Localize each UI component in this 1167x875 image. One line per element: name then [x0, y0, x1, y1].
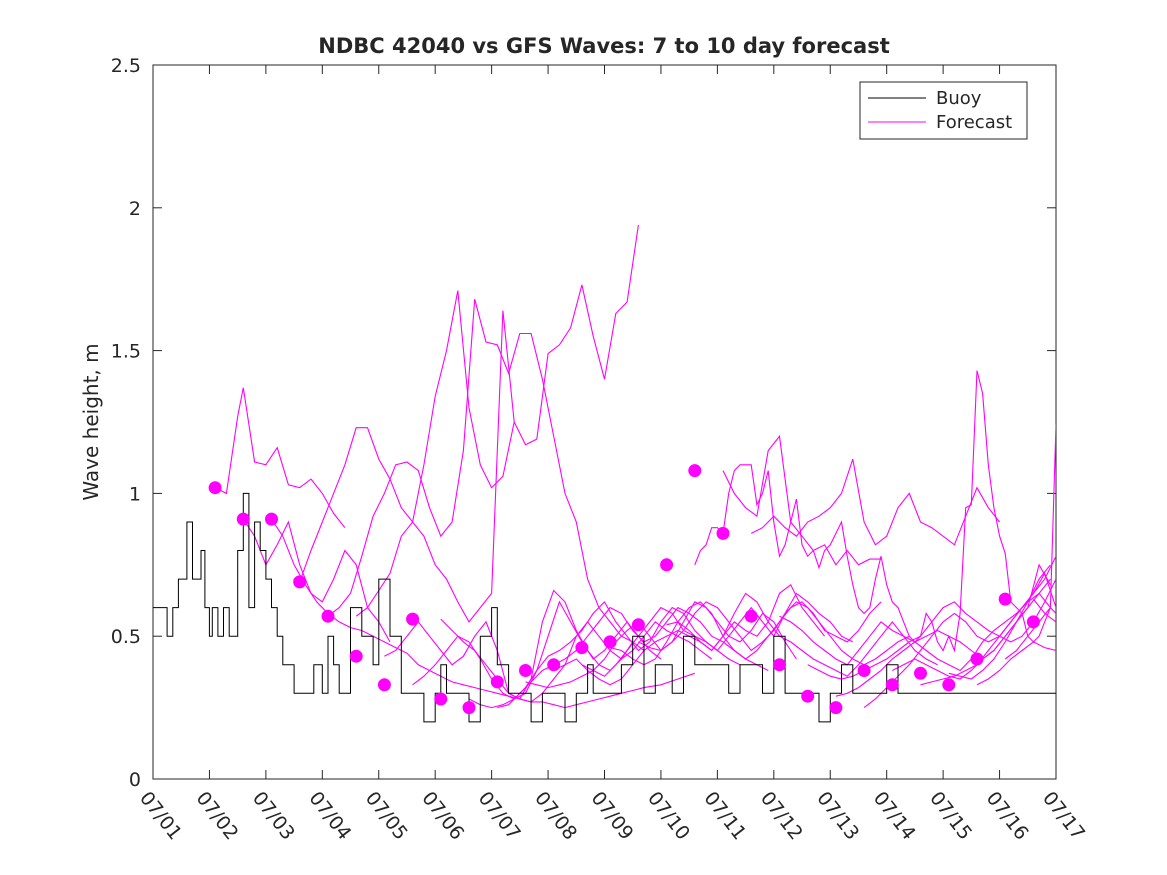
legend-box: [859, 81, 1028, 140]
forecast-run-line-30: [1032, 598, 1056, 623]
y-tick-label: 1: [129, 483, 141, 505]
forecast-start-marker: [688, 464, 702, 478]
forecast-start-marker: [349, 649, 363, 663]
forecast-run-line-17: [666, 592, 938, 677]
forecast-start-marker: [519, 664, 532, 677]
forecast-run-line-15: [609, 601, 882, 666]
y-tick-label: 2: [129, 198, 141, 220]
forecast-start-marker: [744, 609, 758, 623]
forecast-run-line-11: [497, 606, 769, 709]
forecast-start-marker: [377, 678, 391, 692]
data-layer: [153, 224, 1056, 723]
forecast-run-line-6: [355, 224, 639, 623]
forecast-start-marker: [236, 512, 250, 526]
forecast-start-marker: [998, 592, 1012, 606]
forecast-start-marker: [406, 612, 420, 626]
forecast-start-marker: [293, 575, 307, 589]
forecast-start-marker: [857, 664, 871, 677]
y-tick-label: 0.5: [111, 626, 141, 648]
forecast-run-line-22: [807, 578, 1056, 680]
forecast-run-line-4: [299, 290, 515, 583]
forecast-start-marker: [490, 675, 504, 689]
forecast-start-marker: [914, 666, 927, 680]
forecast-start-marker: [1026, 615, 1040, 629]
forecast-start-marker: [942, 678, 956, 692]
y-tick-label: 1.5: [111, 341, 141, 363]
forecast-run-line-14: [581, 592, 854, 677]
forecast-run-line-19: [722, 434, 881, 566]
forecast-run-line-1: [214, 387, 346, 529]
forecast-start-marker: [575, 641, 589, 655]
forecast-start-marker: [829, 701, 843, 715]
forecast-start-marker: [631, 618, 645, 632]
forecast-run-line-25: [892, 563, 1051, 680]
forecast-run-line-29: [1004, 606, 1056, 660]
forecast-run-line-28: [976, 641, 1056, 686]
y-tick-label: 2.5: [111, 55, 141, 77]
chart-title: NDBC 42040 vs GFS Waves: 7 to 10 day for…: [318, 34, 889, 58]
forecast-run-line-2: [242, 518, 391, 643]
forecast-start-marker: [603, 635, 617, 649]
forecast-run-line-20: [750, 458, 1001, 546]
forecast-start-marker: [462, 701, 476, 715]
legend-label-buoy: Buoy: [936, 88, 982, 109]
forecast-start-marker: [773, 658, 786, 672]
forecast-start-marker: [885, 678, 899, 692]
y-axis-label: Wave height, m: [79, 343, 103, 500]
legend: Buoy Forecast: [859, 81, 1028, 140]
forecast-start-marker: [208, 481, 222, 495]
forecast-start-marker: [434, 692, 448, 706]
forecast-start-marker: [660, 558, 674, 572]
y-tick-label: 0: [129, 769, 141, 791]
forecast-run-line-26: [920, 555, 1056, 686]
forecast-start-marker: [321, 609, 335, 623]
forecast-start-marker: [265, 512, 278, 526]
legend-label-forecast: Forecast: [936, 112, 1012, 133]
forecast-start-marker: [716, 526, 730, 540]
forecast-start-marker: [801, 689, 815, 703]
forecast-run-line-27: [948, 564, 1051, 680]
forecast-start-marker: [970, 652, 984, 666]
forecast-start-marker: [547, 658, 561, 672]
forecast-run-line-5: [327, 299, 645, 651]
forecast-run-line-3: [271, 518, 695, 709]
